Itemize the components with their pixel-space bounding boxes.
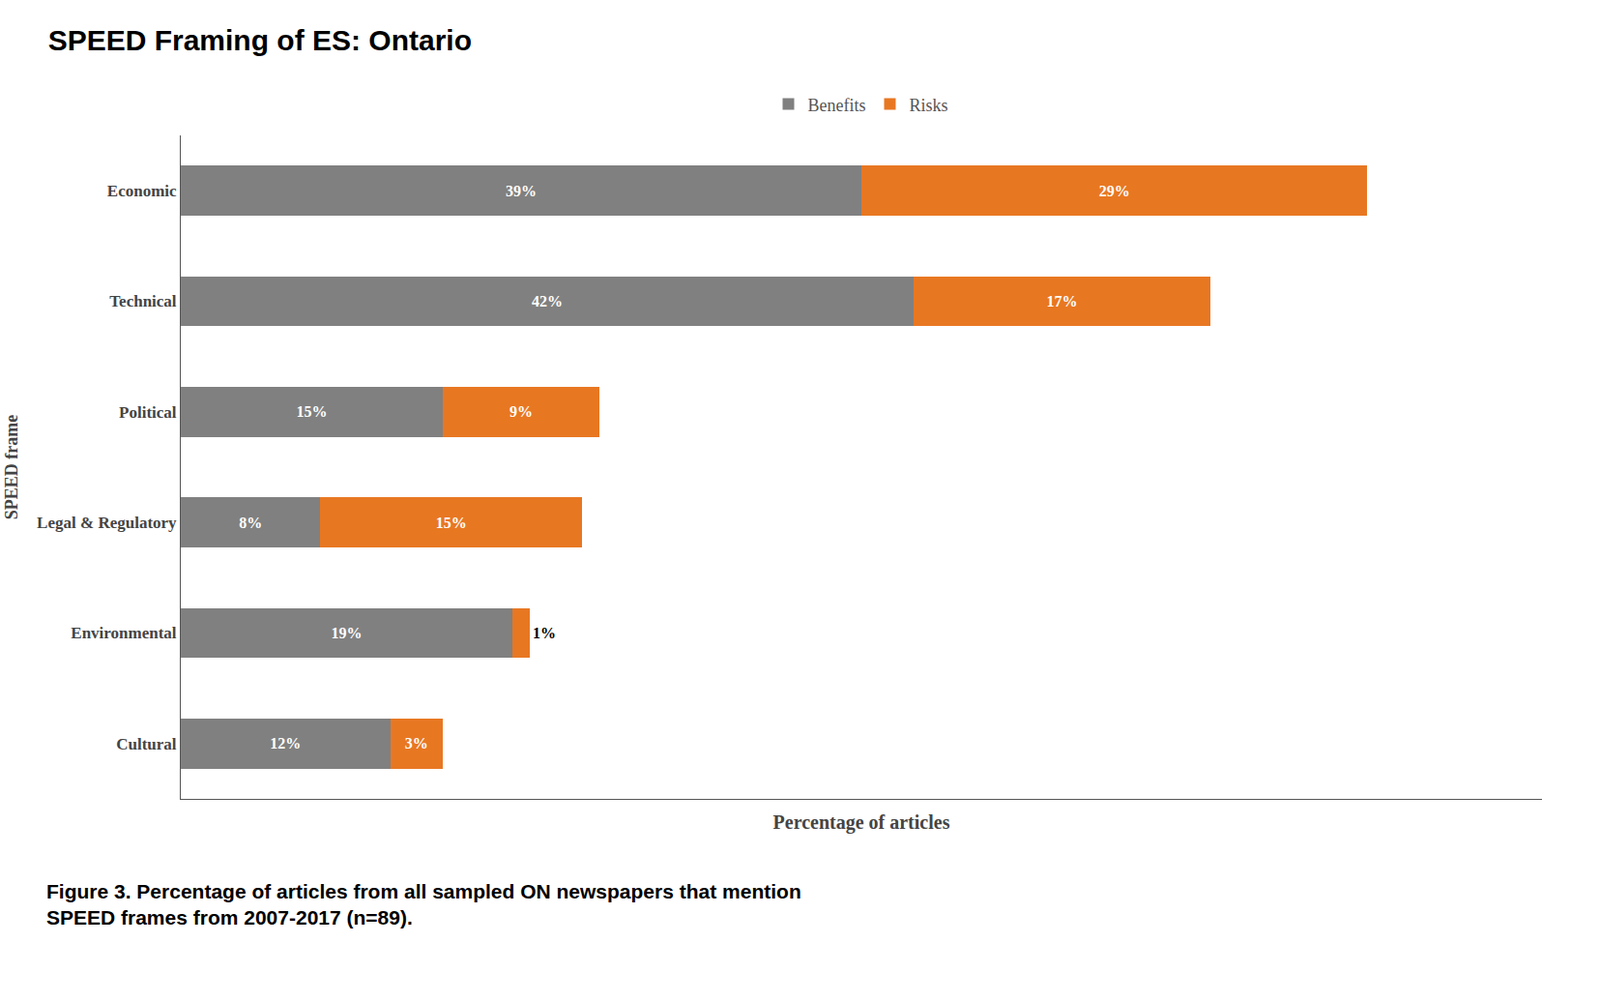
svg-text:9%: 9% (509, 403, 533, 420)
svg-text:8%: 8% (238, 514, 262, 531)
svg-text:1%: 1% (532, 624, 556, 641)
svg-text:Environmental: Environmental (70, 623, 177, 642)
svg-text:Political: Political (118, 403, 177, 422)
svg-text:Economic: Economic (107, 181, 177, 201)
svg-text:39%: 39% (505, 182, 537, 200)
svg-text:17%: 17% (1047, 292, 1078, 310)
svg-text:Figure 3. Percentage of articl: Figure 3. Percentage of articles from al… (46, 879, 802, 929)
svg-text:Technical: Technical (109, 291, 177, 311)
svg-text:SPEED frame: SPEED frame (1, 414, 22, 520)
svg-text:29%: 29% (1099, 182, 1131, 200)
svg-text:Percentage of articles: Percentage of articles (773, 811, 951, 834)
svg-text:Risks: Risks (909, 95, 949, 116)
svg-text:3%: 3% (405, 734, 429, 752)
svg-text:19%: 19% (330, 624, 362, 641)
svg-text:Cultural: Cultural (116, 734, 177, 754)
svg-text:15%: 15% (295, 403, 327, 420)
svg-text:SPEED Framing of ES: Ontario: SPEED Framing of ES: Ontario (48, 24, 472, 57)
svg-text:15%: 15% (436, 514, 467, 531)
svg-text:Benefits: Benefits (808, 95, 867, 116)
svg-text:12%: 12% (269, 734, 301, 752)
svg-text:Legal & Regulatory: Legal & Regulatory (36, 513, 177, 532)
svg-text:42%: 42% (531, 292, 563, 310)
